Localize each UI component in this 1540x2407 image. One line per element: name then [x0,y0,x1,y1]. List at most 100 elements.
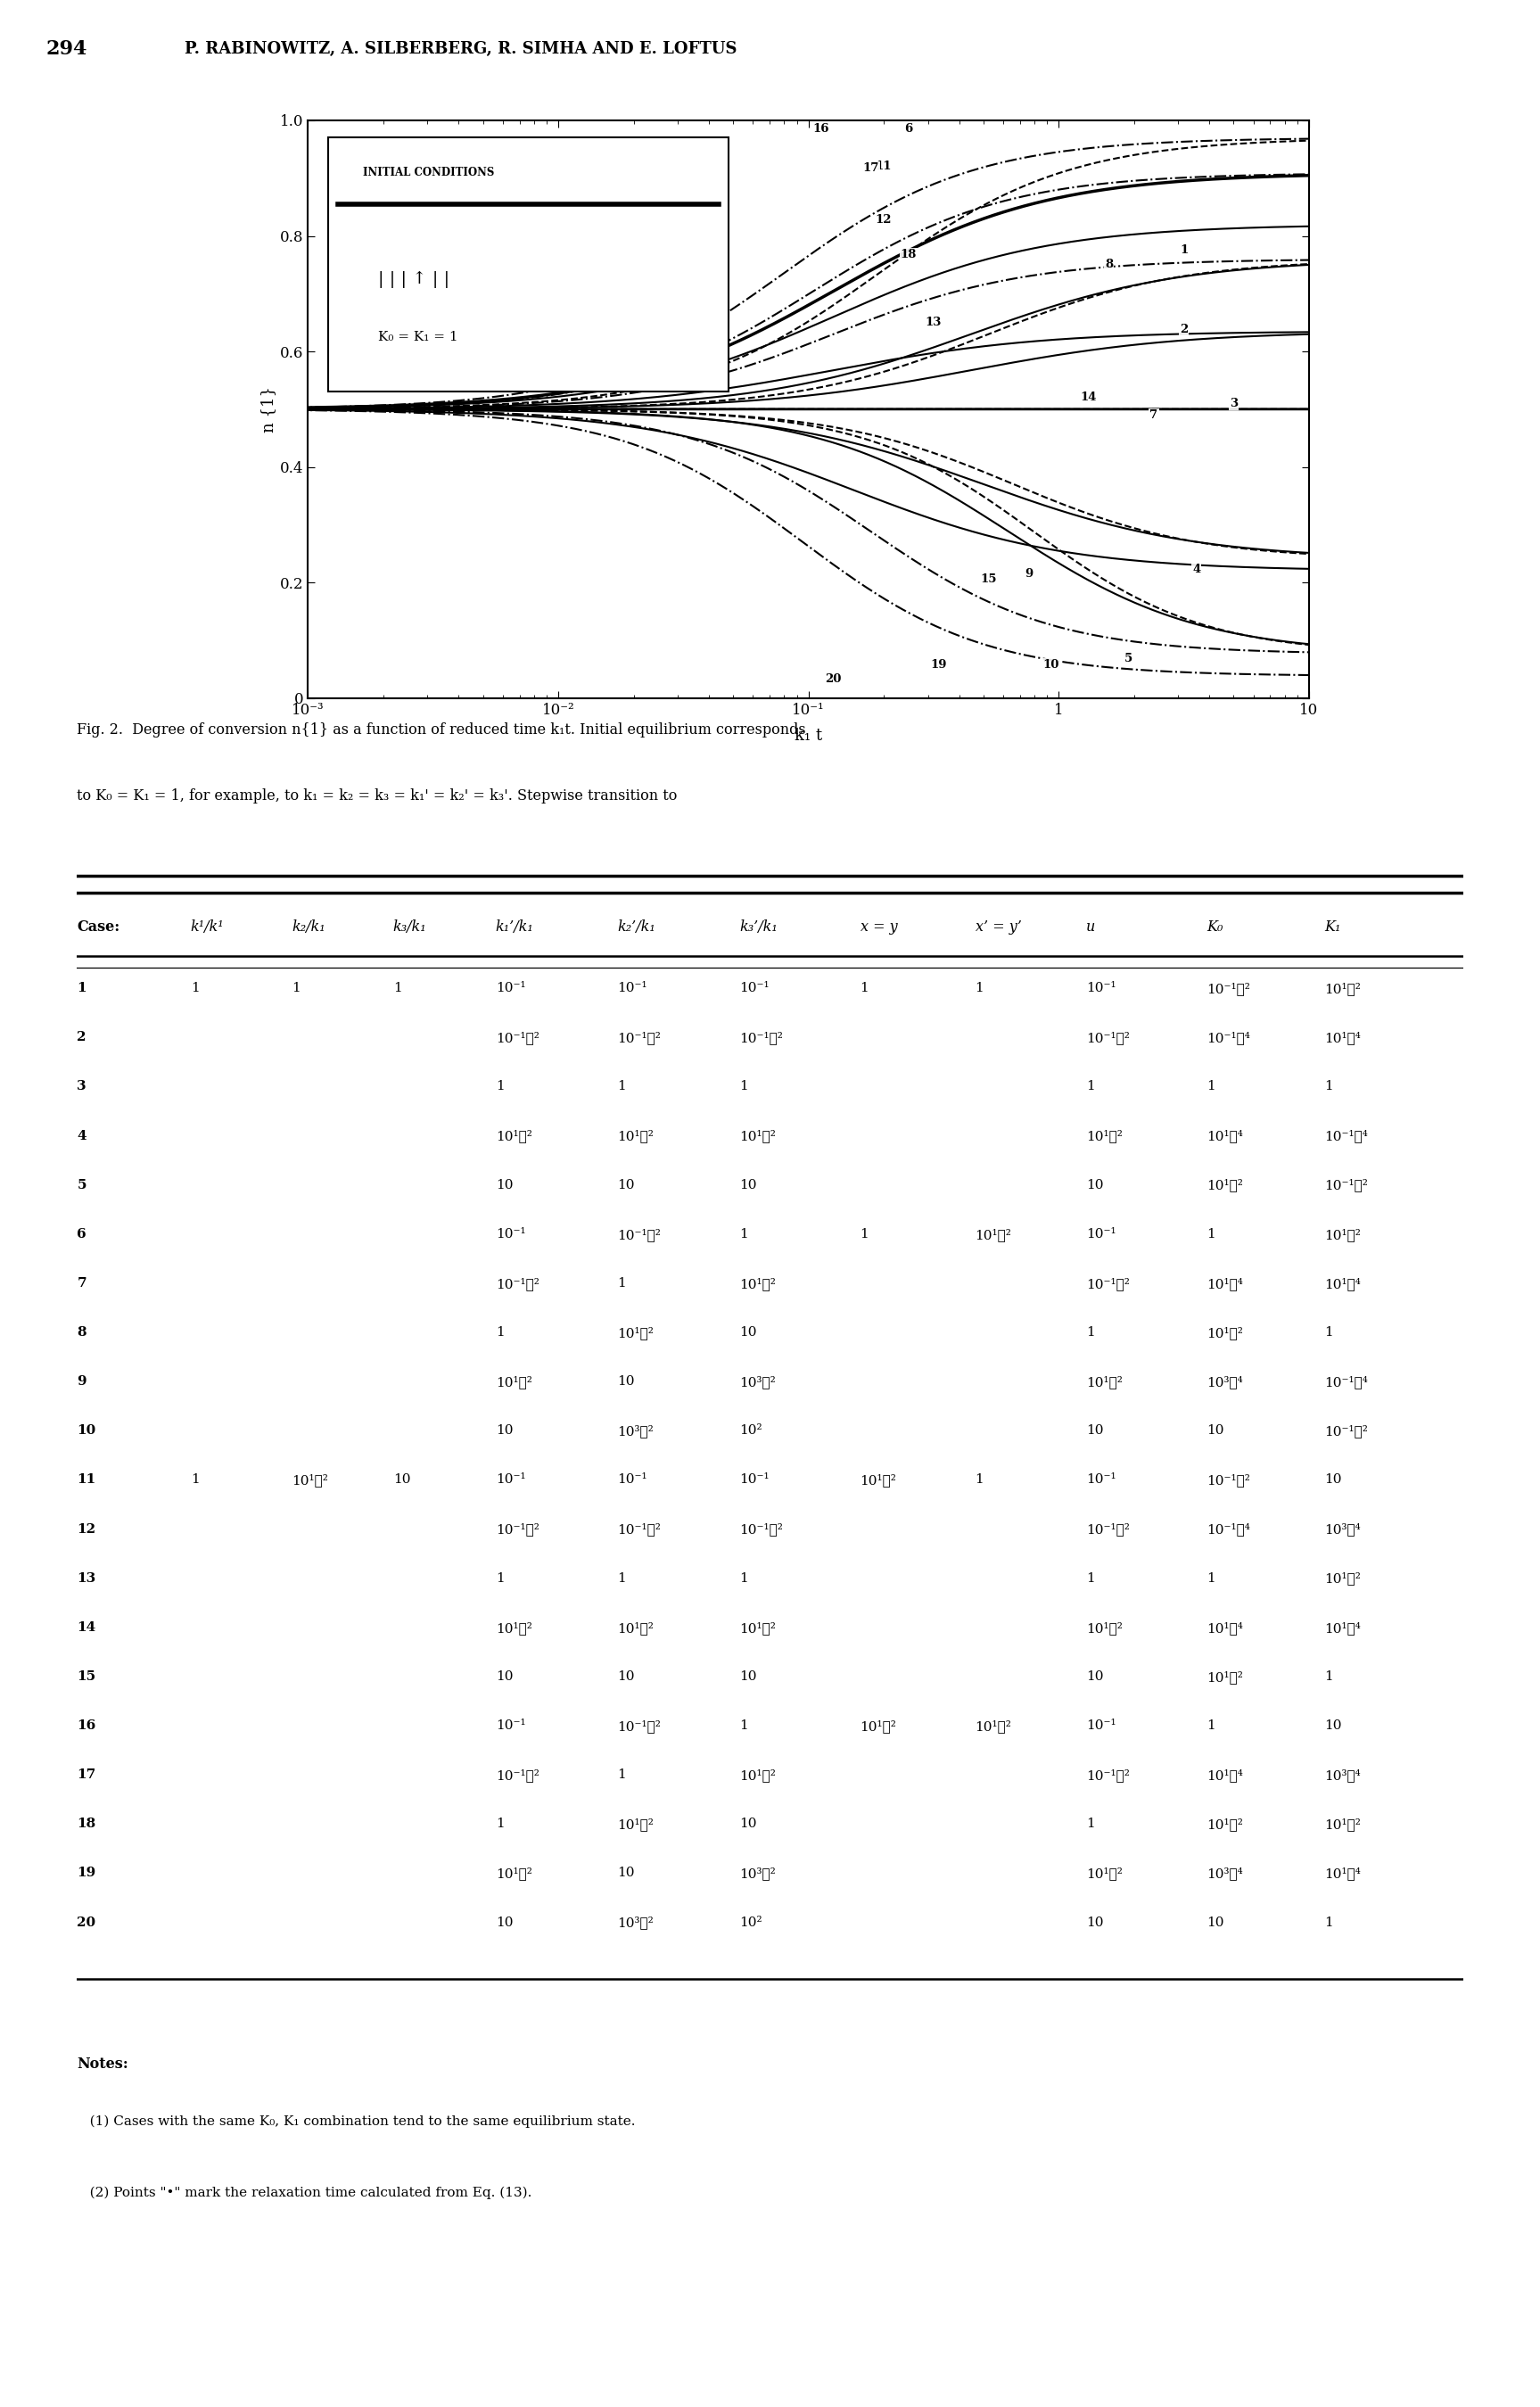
Text: (1) Cases with the same K₀, K₁ combination tend to the same equilibrium state.: (1) Cases with the same K₀, K₁ combinati… [77,2116,636,2128]
Text: 10¹ᐟ⁴: 10¹ᐟ⁴ [1206,1769,1243,1781]
Text: 10⁻¹ᐟ²: 10⁻¹ᐟ² [618,1719,661,1733]
Text: 1: 1 [739,1228,748,1240]
Text: 10⁻¹ᐟ²: 10⁻¹ᐟ² [496,1278,539,1290]
Text: 14: 14 [77,1622,95,1634]
Text: 10¹ᐟ²: 10¹ᐟ² [496,1868,531,1880]
Text: 10: 10 [496,1425,513,1437]
Text: 10⁻¹ᐟ²: 10⁻¹ᐟ² [739,1524,784,1536]
Text: 10¹ᐟ²: 10¹ᐟ² [739,1769,776,1781]
Text: 11: 11 [77,1473,95,1485]
Text: 10¹ᐟ²: 10¹ᐟ² [1206,1670,1243,1682]
Text: 10: 10 [496,1916,513,1928]
Text: 10³ᐟ⁴: 10³ᐟ⁴ [1206,1868,1243,1880]
Text: 1: 1 [293,982,300,994]
Text: 10: 10 [739,1817,756,1829]
Text: 10⁻¹: 10⁻¹ [496,1473,525,1485]
Text: 10¹ᐟ²: 10¹ᐟ² [975,1719,1012,1733]
Text: 1: 1 [77,982,86,994]
Text: 1: 1 [496,1081,504,1093]
Text: 10: 10 [1086,1916,1103,1928]
Text: 10⁻¹ᐟ²: 10⁻¹ᐟ² [1324,1179,1368,1191]
Text: 10⁻¹ᐟ²: 10⁻¹ᐟ² [1206,982,1250,994]
Text: 15: 15 [77,1670,95,1682]
Text: 18: 18 [901,248,916,260]
Text: 1: 1 [739,1719,748,1733]
Text: 10¹ᐟ²: 10¹ᐟ² [1206,1817,1243,1832]
Text: 10: 10 [1086,1179,1103,1191]
Text: 7: 7 [1150,409,1158,421]
Text: k₃/k₁: k₃/k₁ [393,919,427,934]
Text: 9: 9 [77,1374,86,1389]
Text: 1: 1 [618,1769,627,1781]
Text: 10¹ᐟ²: 10¹ᐟ² [1086,1622,1123,1634]
Text: 294: 294 [46,39,88,58]
Text: 10⁻¹ᐟ²: 10⁻¹ᐟ² [496,1030,539,1045]
Text: 1: 1 [393,982,402,994]
Text: 8: 8 [1104,260,1113,270]
Text: 19: 19 [77,1868,95,1880]
Text: 1: 1 [1324,1670,1334,1682]
Text: 10⁻¹: 10⁻¹ [1086,1473,1116,1485]
Text: 10¹ᐟ²: 10¹ᐟ² [618,1326,654,1338]
Text: 10⁻¹: 10⁻¹ [1086,1719,1116,1733]
Text: INITIAL CONDITIONS: INITIAL CONDITIONS [363,166,494,178]
Text: 10¹ᐟ²: 10¹ᐟ² [496,1374,531,1389]
Text: 13: 13 [926,318,942,327]
Text: 10¹ᐟ²: 10¹ᐟ² [1324,982,1361,994]
Text: 10³ᐟ⁴: 10³ᐟ⁴ [1324,1524,1361,1536]
Text: 1: 1 [1324,1326,1334,1338]
Text: 1: 1 [859,1228,869,1240]
Text: 10⁻¹ᐟ²: 10⁻¹ᐟ² [1086,1769,1130,1781]
Text: 17: 17 [77,1769,95,1781]
Text: Case:: Case: [77,919,120,934]
Text: 7: 7 [77,1278,86,1290]
Text: P. RABINOWITZ, A. SILBERBERG, R. SIMHA AND E. LOFTUS: P. RABINOWITZ, A. SILBERBERG, R. SIMHA A… [185,41,738,58]
Text: 10¹ᐟ²: 10¹ᐟ² [1324,1817,1361,1832]
Text: 3: 3 [1230,397,1238,409]
Text: 10¹ᐟ²: 10¹ᐟ² [1324,1572,1361,1586]
Text: 10⁻¹ᐟ²: 10⁻¹ᐟ² [618,1228,661,1242]
Text: (2) Points "•" mark the relaxation time calculated from Eq. (13).: (2) Points "•" mark the relaxation time … [77,2186,533,2200]
Text: 10: 10 [618,1179,634,1191]
Text: 10²: 10² [739,1916,762,1928]
Text: 10: 10 [1043,660,1060,669]
Text: 1: 1 [1086,1817,1095,1829]
Text: 12: 12 [875,214,892,226]
Text: 10³ᐟ⁴: 10³ᐟ⁴ [1324,1769,1361,1781]
Text: 1: 1 [1086,1572,1095,1584]
Text: 10⁻¹: 10⁻¹ [618,1473,647,1485]
Text: 20: 20 [77,1916,95,1928]
Text: 10: 10 [739,1670,756,1682]
Text: 5: 5 [77,1179,86,1191]
Text: 1: 1 [496,1817,504,1829]
Text: 10: 10 [496,1179,513,1191]
Text: 10⁻¹: 10⁻¹ [739,1473,770,1485]
Text: 10¹ᐟ²: 10¹ᐟ² [739,1129,776,1143]
Text: 5: 5 [1124,652,1133,664]
Text: 10¹ᐟ²: 10¹ᐟ² [1086,1868,1123,1880]
Text: 10⁻¹ᐟ⁴: 10⁻¹ᐟ⁴ [1206,1524,1250,1536]
Text: 10⁻¹ᐟ²: 10⁻¹ᐟ² [1086,1030,1130,1045]
Text: 10: 10 [1206,1425,1224,1437]
Text: 10¹ᐟ⁴: 10¹ᐟ⁴ [1206,1622,1243,1634]
Text: 10: 10 [739,1326,756,1338]
Text: 10⁻¹ᐟ⁴: 10⁻¹ᐟ⁴ [1206,1030,1250,1045]
Text: k¹/k¹: k¹/k¹ [191,919,225,934]
Text: 10⁻¹ᐟ²: 10⁻¹ᐟ² [496,1524,539,1536]
Text: 10¹ᐟ²: 10¹ᐟ² [293,1473,328,1488]
Text: 10¹ᐟ²: 10¹ᐟ² [975,1228,1012,1242]
Text: 10¹ᐟ²: 10¹ᐟ² [618,1622,654,1634]
Text: 10⁻¹ᐟ⁴: 10⁻¹ᐟ⁴ [1324,1374,1368,1389]
Text: 1: 1 [1180,246,1187,255]
Text: 10: 10 [618,1670,634,1682]
Text: 20: 20 [825,674,842,684]
Text: k₃’/k₁: k₃’/k₁ [739,919,778,934]
Text: K₀: K₀ [1206,919,1223,934]
Text: 1: 1 [496,1572,504,1584]
Text: 12: 12 [77,1524,95,1536]
Text: 10¹ᐟ²: 10¹ᐟ² [618,1129,654,1143]
Text: 10: 10 [1324,1719,1341,1733]
Text: 19: 19 [930,660,947,669]
Text: 10³ᐟ²: 10³ᐟ² [739,1374,776,1389]
Text: 10⁻¹ᐟ²: 10⁻¹ᐟ² [1086,1278,1130,1290]
